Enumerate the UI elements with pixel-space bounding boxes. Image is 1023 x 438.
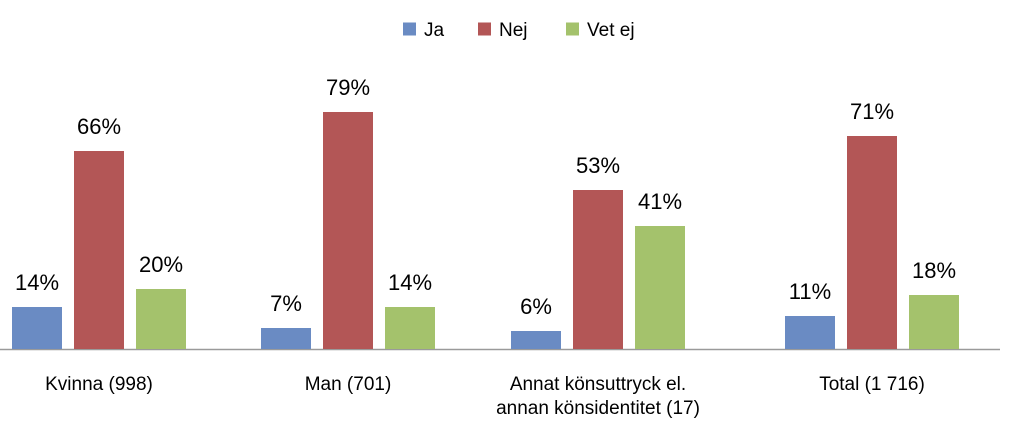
- bar-ja-1: [12, 307, 62, 349]
- legend-swatch-ja: [403, 22, 416, 36]
- legend-label-nej: Nej: [499, 20, 528, 41]
- data-label-ja-3: 6%: [520, 294, 552, 319]
- legend-label-ja: Ja: [424, 20, 445, 41]
- legend-label-vet-ej: Vet ej: [587, 20, 635, 41]
- data-label-ja-1: 14%: [15, 270, 59, 295]
- bar-nej-1: [74, 151, 124, 349]
- bar-vet-ej-4: [909, 295, 959, 349]
- bar-vet-ej-2: [385, 307, 435, 349]
- data-label-nej-1: 66%: [77, 114, 121, 139]
- data-label-vet-ej-4: 18%: [912, 258, 956, 283]
- category-label-2: Man (701): [305, 374, 392, 395]
- data-label-nej-4: 71%: [850, 99, 894, 124]
- category-label-3-line-1: Annat könsuttryck el.: [510, 374, 686, 395]
- data-label-vet-ej-3: 41%: [638, 189, 682, 214]
- category-label-1: Kvinna (998): [45, 374, 153, 395]
- bar-vet-ej-3: [635, 226, 685, 349]
- bar-nej-4: [847, 136, 897, 349]
- category-label-3-line-2: annan könsidentitet (17): [496, 398, 700, 419]
- category-label-4: Total (1 716): [819, 374, 925, 395]
- bar-vet-ej-1: [136, 289, 186, 349]
- legend-swatch-nej: [478, 22, 491, 36]
- bar-nej-2: [323, 112, 373, 349]
- bar-ja-3: [511, 331, 561, 349]
- bar-ja-4: [785, 316, 835, 349]
- bar-ja-2: [261, 328, 311, 349]
- data-label-ja-4: 11%: [789, 279, 831, 304]
- legend-swatch-vet-ej: [566, 22, 579, 36]
- data-label-nej-2: 79%: [326, 75, 370, 100]
- bar-nej-3: [573, 190, 623, 349]
- data-label-ja-2: 7%: [270, 291, 302, 316]
- data-label-vet-ej-1: 20%: [139, 252, 183, 277]
- data-label-vet-ej-2: 14%: [388, 270, 432, 295]
- data-label-nej-3: 53%: [576, 153, 620, 178]
